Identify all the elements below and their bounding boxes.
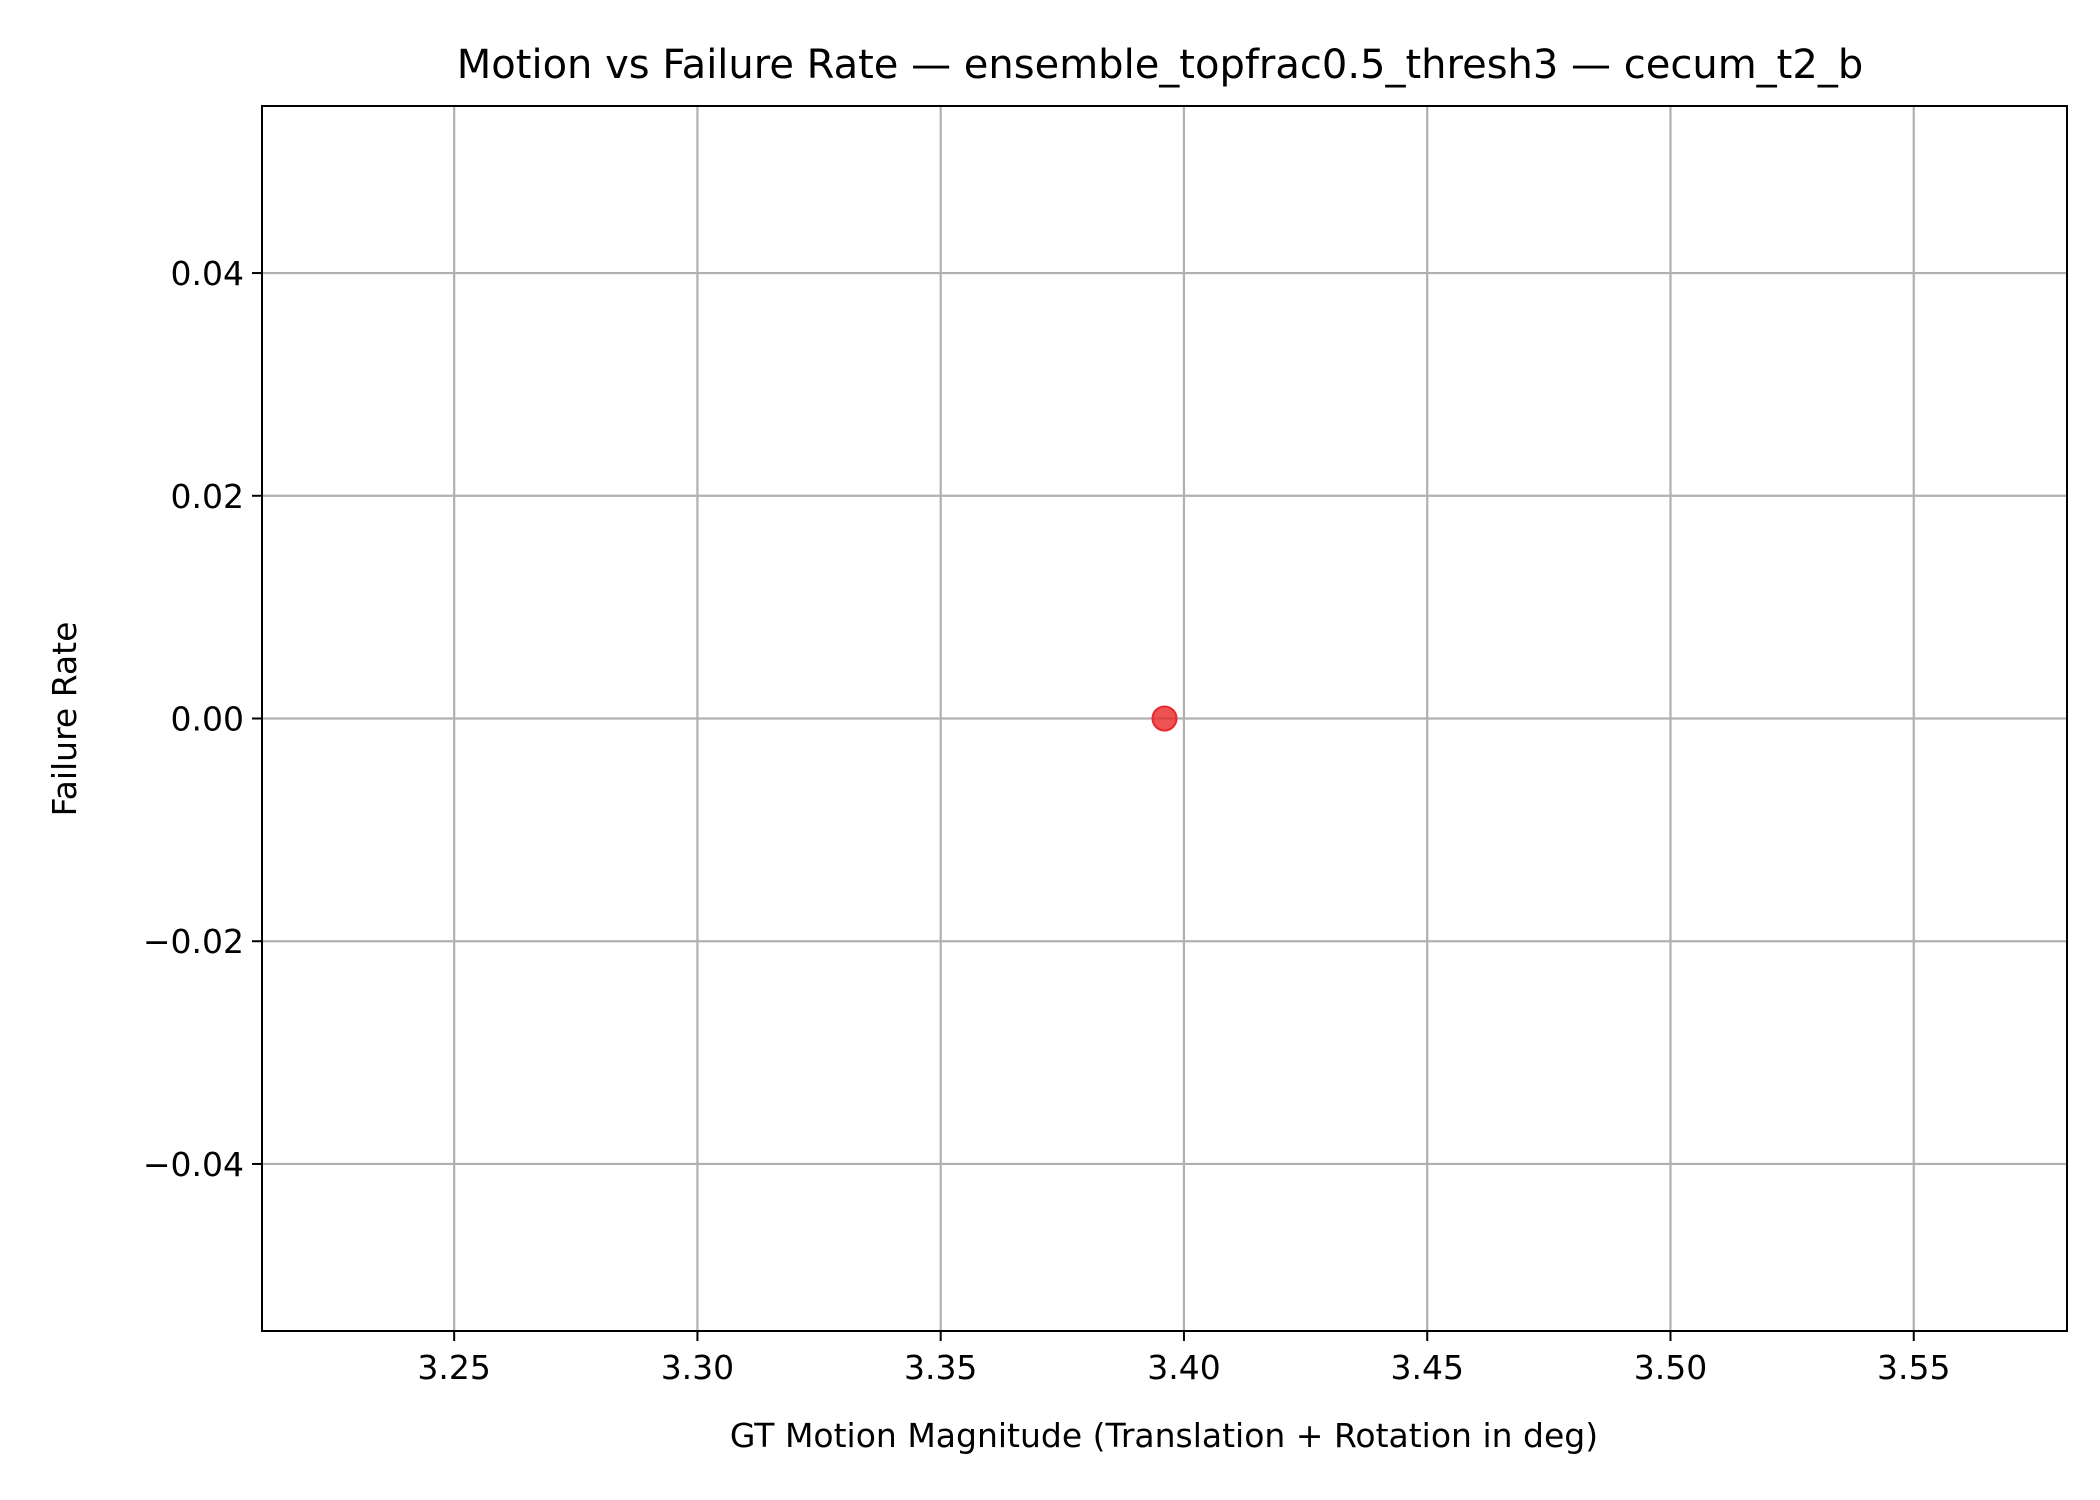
scatter-point [1151,705,1178,732]
grid-lines [262,106,2067,1331]
axis-ticks: 3.25 3.30 3.35 3.40 3.45 3.50 3.55 −0.04 −0.02 0.… [143,254,1951,1387]
y-tick-label: 0.00 [171,700,244,739]
y-tick-label: −0.02 [143,922,244,961]
x-tick-label: 3.50 [1634,1348,1707,1387]
x-tick-label: 3.40 [1147,1348,1220,1387]
x-tick-label: 3.30 [661,1348,734,1387]
x-tick-label: 3.55 [1877,1348,1950,1387]
x-tick-label: 3.45 [1390,1348,1463,1387]
y-tick-label: −0.04 [143,1145,244,1184]
y-tick-label: 0.04 [171,254,244,293]
x-tick-label: 3.35 [904,1348,977,1387]
chart-title: Motion vs Failure Rate — ensemble_topfra… [457,42,1863,88]
y-tick-label: 0.02 [171,477,244,516]
data-points [1151,705,1178,732]
x-axis-label: GT Motion Magnitude (Translation + Rotat… [730,1416,1598,1455]
y-axis-label: Failure Rate [45,622,84,817]
x-tick-label: 3.25 [417,1348,490,1387]
